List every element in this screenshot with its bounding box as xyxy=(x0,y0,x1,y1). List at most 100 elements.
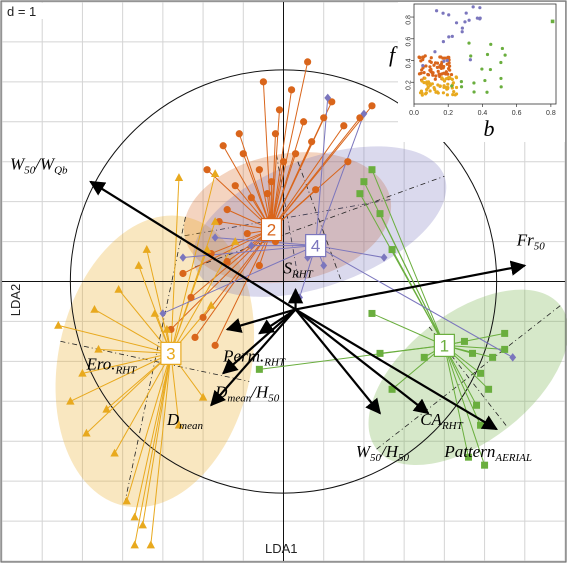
inset-point xyxy=(478,6,482,10)
group-4-spoke xyxy=(315,113,365,246)
inset-point xyxy=(444,70,448,74)
inset-point xyxy=(454,75,458,79)
inset-point xyxy=(475,16,479,20)
y-axis-label: LDA2 xyxy=(8,284,23,317)
inset-point xyxy=(434,9,439,13)
inset-point xyxy=(429,56,433,60)
variable-arrow-4 xyxy=(225,308,296,333)
group-3-point xyxy=(82,428,91,437)
group-3-spoke xyxy=(70,352,172,402)
variable-label-subscript: RHT xyxy=(441,420,464,432)
group-1-label: 1 xyxy=(440,336,449,355)
inset-point xyxy=(452,90,456,94)
inset-point xyxy=(439,72,444,76)
group-3-spoke xyxy=(86,353,172,434)
group-3-spoke xyxy=(134,353,172,546)
inset-point xyxy=(450,34,454,38)
group-2-point xyxy=(223,206,231,214)
group-3-point xyxy=(206,300,216,309)
inset-point xyxy=(424,64,428,68)
variable-labels: W50/WQbFr50SRHTPerm.RHTEro.RHTDmean/H50D… xyxy=(10,155,545,464)
variable-label-subscript: 50 xyxy=(268,392,280,404)
group-3-point xyxy=(210,169,220,177)
group-1-point xyxy=(464,453,472,461)
group-1-spoke xyxy=(379,213,445,346)
group-2-point xyxy=(239,150,247,158)
group-2-point xyxy=(356,114,364,122)
group-4-point xyxy=(247,241,255,250)
group-2-point xyxy=(368,102,376,110)
inset-point xyxy=(434,74,438,78)
variable-label-subscript: 50 xyxy=(398,452,410,464)
group-4-spoke xyxy=(315,97,329,246)
group-4-point xyxy=(509,353,517,362)
group-3-point xyxy=(142,245,151,253)
inset-point xyxy=(550,19,555,24)
inset-point xyxy=(460,26,464,30)
inset-point xyxy=(445,62,449,66)
variable-label-name: W xyxy=(10,155,26,174)
inset-point xyxy=(460,30,464,34)
inset-point xyxy=(426,72,430,77)
inset-point xyxy=(446,82,450,86)
inset-point xyxy=(446,55,450,59)
group-1-point xyxy=(368,166,376,174)
inset-point xyxy=(483,78,487,83)
inset-point xyxy=(464,11,468,15)
group-1-label-box xyxy=(433,333,455,357)
inset-point xyxy=(428,65,432,69)
group-2-point xyxy=(259,78,267,86)
inset-point xyxy=(433,50,437,54)
group-4-point xyxy=(296,293,303,302)
inset-point xyxy=(417,72,422,76)
group-1-ellipse-axis xyxy=(428,326,509,428)
group-3-point xyxy=(210,217,220,225)
group-1-point xyxy=(255,365,263,373)
inset-x-tick-label: 0.0 xyxy=(409,110,419,117)
group-2-point xyxy=(308,138,316,146)
group-2-point xyxy=(287,86,296,94)
inset-point xyxy=(444,77,448,81)
inset-point xyxy=(446,87,450,91)
inset-point xyxy=(480,67,484,71)
group-3-spoke xyxy=(82,352,172,374)
group-4-spoke xyxy=(182,245,316,259)
correlation-circle-outline xyxy=(69,69,498,494)
inset-point xyxy=(425,87,429,92)
inset-y-tick-label: 0.4 xyxy=(406,58,413,68)
group-3-point xyxy=(174,173,184,181)
inset-x-tick-label: 0.8 xyxy=(546,110,556,117)
group-1-point xyxy=(469,349,477,357)
group-1-point xyxy=(501,329,509,337)
group-1-point xyxy=(477,369,485,377)
group-2-spoke xyxy=(206,169,272,230)
group-3-spoke xyxy=(114,353,172,454)
inset-point xyxy=(427,81,431,85)
inset-point xyxy=(467,18,471,22)
group-2-point xyxy=(300,118,308,126)
group-1-point xyxy=(501,345,509,353)
group-4-point xyxy=(179,253,187,262)
group-3-spoke xyxy=(150,353,172,546)
inset-point xyxy=(471,5,475,9)
group-2-spoke xyxy=(270,141,313,230)
group-2-point xyxy=(219,142,227,150)
inset-point xyxy=(428,68,432,72)
inset-point xyxy=(430,71,434,75)
inset-point xyxy=(438,55,442,59)
group-4-spoke xyxy=(215,237,316,247)
group-2-point xyxy=(203,166,211,174)
inset-x-tick-label: 0.4 xyxy=(478,110,488,117)
inset-point xyxy=(436,69,440,73)
variable-label-name: /W xyxy=(34,155,56,174)
inset-point xyxy=(422,71,426,75)
group-2-point xyxy=(223,257,231,266)
group-3-point xyxy=(102,404,111,413)
inset-point xyxy=(499,60,503,65)
inset-point xyxy=(426,85,430,89)
variable-arrow-1 xyxy=(295,260,527,311)
variable-label-subscript: mean xyxy=(179,420,203,432)
group-3-point xyxy=(114,284,123,293)
group-2-point xyxy=(247,194,255,202)
grid-scale-label: d = 1 xyxy=(7,4,36,19)
